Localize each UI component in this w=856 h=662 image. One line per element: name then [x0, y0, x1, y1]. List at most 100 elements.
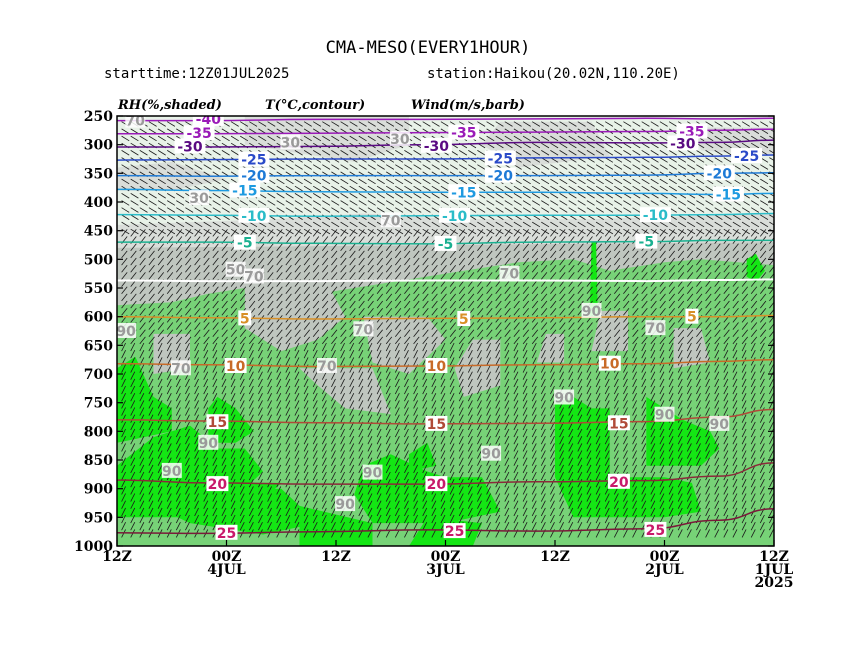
wind-barb: [394, 393, 400, 402]
wind-barb: [550, 378, 555, 388]
wind-barb: [285, 193, 294, 199]
wind-barb: [696, 164, 705, 170]
wind-barb: [258, 500, 263, 509]
wind-barb: [331, 185, 340, 192]
wind-barb: [440, 121, 449, 127]
wind-barb: [331, 193, 340, 199]
wind-barb: [568, 229, 575, 237]
wind-barb: [559, 150, 568, 156]
wind-barb: [130, 450, 136, 459]
wind-barb: [258, 121, 267, 127]
wind-barb: [404, 522, 409, 531]
wind-barb: [623, 135, 632, 142]
wind-barb: [741, 229, 749, 237]
wind-barb: [769, 265, 774, 273]
wind-barb: [185, 522, 190, 531]
wind-barb: [540, 272, 548, 280]
wind-barb: [148, 486, 154, 495]
wind-barb: [376, 229, 384, 237]
wind-barb: [285, 443, 291, 452]
wind-barb: [148, 257, 155, 266]
rh-label: 70: [243, 268, 264, 286]
wind-barb: [230, 385, 236, 395]
wind-barb: [759, 357, 765, 366]
wind-barb: [358, 185, 367, 192]
wind-barb: [659, 436, 665, 445]
wind-barb: [677, 493, 683, 502]
wind-barb: [604, 428, 610, 438]
wind-barb: [741, 400, 747, 409]
wind-barb: [185, 178, 194, 185]
wind-barb: [440, 322, 447, 330]
wind-barb: [458, 357, 464, 366]
wind-barb: [230, 322, 238, 330]
wind-barb: [559, 121, 568, 127]
wind-barb: [568, 164, 577, 170]
wind-barb: [723, 150, 732, 156]
wind-barb: [531, 414, 537, 423]
wind-barb: [750, 364, 756, 373]
wind-barb: [385, 500, 391, 509]
wind-barb: [376, 357, 382, 366]
wind-barb: [385, 286, 393, 294]
wind-barb: [239, 200, 249, 206]
wind-barb: [267, 221, 276, 228]
wind-barb: [568, 507, 574, 517]
wind-barb: [194, 471, 199, 481]
rh-label-bg: [380, 212, 401, 228]
wind-barb: [769, 385, 774, 395]
wind-barb: [431, 407, 437, 416]
wind-barb: [486, 264, 493, 273]
wind-barb: [486, 486, 491, 495]
wind-barb: [258, 407, 263, 416]
wind-barb: [212, 514, 218, 524]
wind-barb: [340, 350, 345, 359]
wind-barb: [358, 236, 365, 244]
wind-barb: [303, 207, 312, 213]
wind-barb: [340, 486, 345, 495]
wind-barb: [221, 514, 227, 524]
wind-barb: [121, 350, 126, 359]
wind-barb: [705, 257, 712, 266]
wind-barb: [157, 471, 163, 481]
wind-barb: [294, 464, 300, 474]
wind-barb: [586, 157, 595, 163]
wind-barb: [668, 500, 674, 509]
wind-barb: [741, 457, 747, 466]
wind-barb: [221, 286, 228, 294]
wind-barb: [376, 500, 382, 509]
wind-barb: [422, 529, 428, 538]
wind-barb: [230, 329, 238, 337]
wind-barb: [175, 243, 183, 251]
wind-barb: [495, 300, 502, 309]
wind-barb: [331, 529, 336, 538]
wind-barb: [203, 250, 210, 259]
wind-barb: [157, 207, 166, 213]
wind-barb: [440, 329, 447, 337]
wind-barb: [248, 342, 254, 352]
wind-barb: [677, 500, 683, 509]
wind-barb: [495, 400, 501, 409]
wind-barb: [221, 293, 228, 302]
wind-barb: [623, 443, 628, 452]
wind-barb: [577, 329, 584, 337]
wind-barb: [312, 378, 318, 388]
wind-barb: [385, 300, 393, 309]
wind-barb: [723, 286, 730, 294]
wind-barb: [413, 300, 420, 309]
wind-barb: [321, 407, 327, 416]
wind-barb: [595, 243, 603, 251]
wind-barb: [458, 150, 468, 156]
wind-barb: [613, 407, 619, 416]
wind-barb: [705, 414, 710, 423]
wind-barb: [568, 479, 574, 488]
wind-barb: [221, 378, 227, 388]
wind-barb: [185, 407, 190, 416]
wind-barb: [467, 443, 473, 452]
wind-barb: [677, 522, 683, 531]
wind-barb: [531, 229, 539, 237]
wind-barb: [559, 479, 564, 488]
wind-barb: [404, 471, 409, 481]
wind-barb: [248, 507, 254, 517]
wind-barb: [568, 350, 574, 359]
